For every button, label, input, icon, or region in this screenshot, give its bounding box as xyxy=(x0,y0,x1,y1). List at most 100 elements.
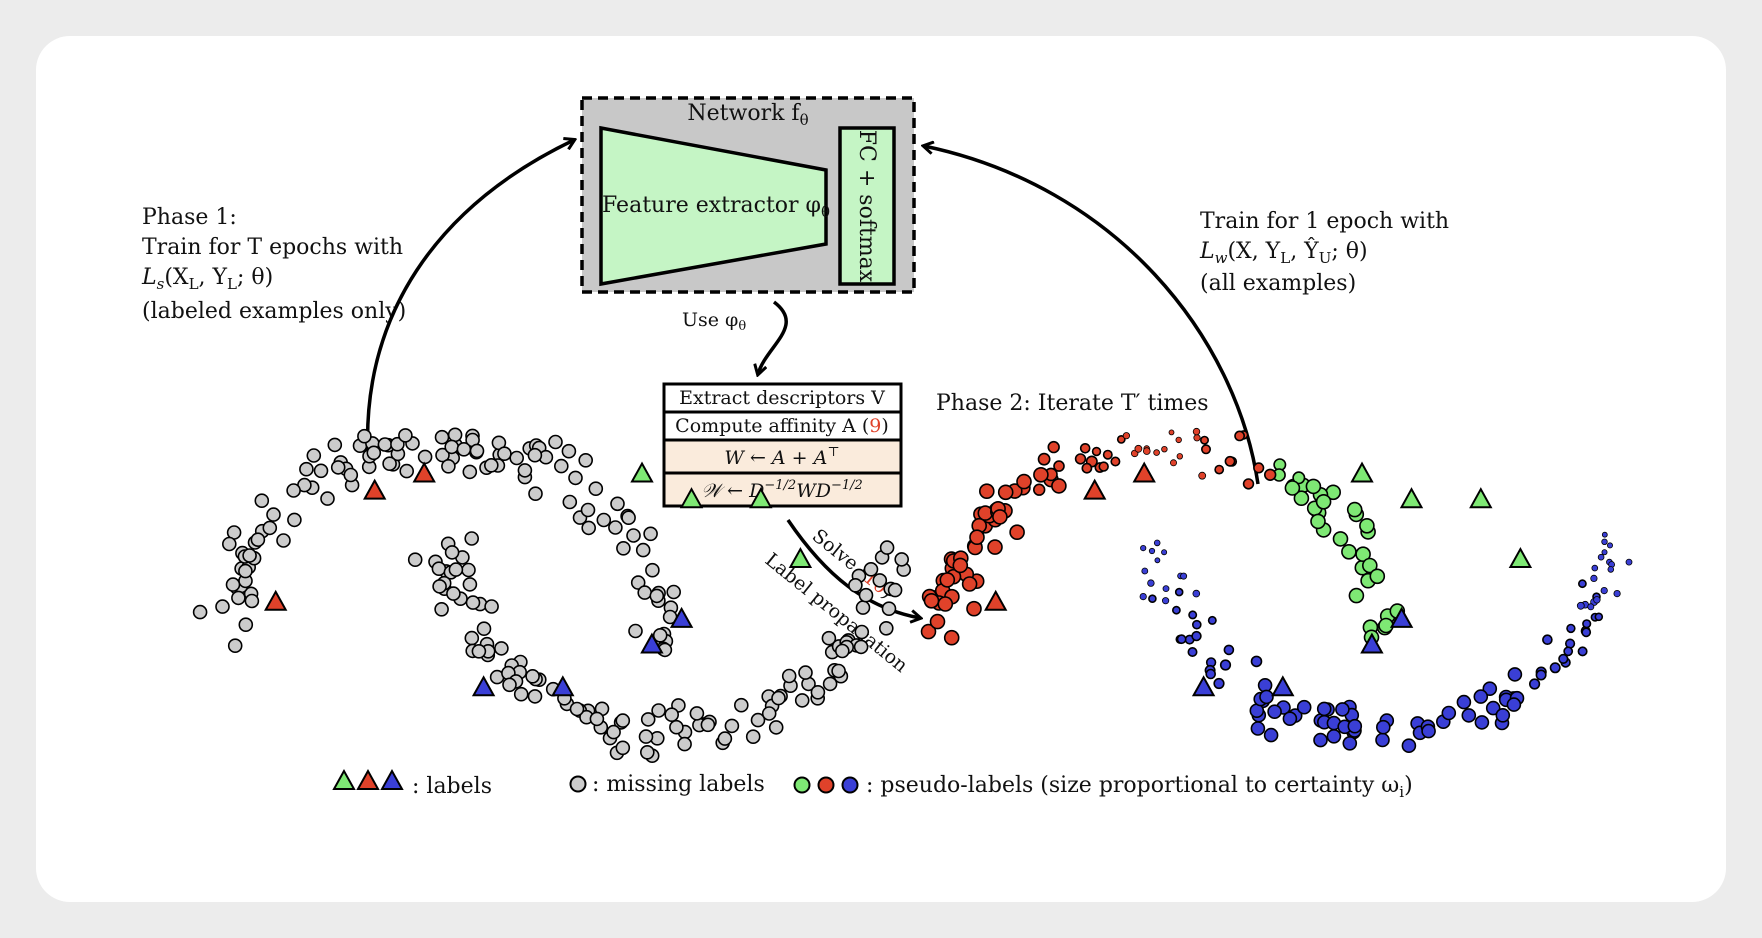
label-triangle xyxy=(1389,606,1414,628)
pseudo-label-point xyxy=(1170,459,1178,467)
unlabeled-point xyxy=(494,641,509,656)
unlabeled-point xyxy=(887,582,903,598)
legend-missing-text: : missing labels xyxy=(592,772,765,797)
feature-extractor-label: Feature extractor φθ xyxy=(602,193,830,221)
pseudo-label-point xyxy=(1148,594,1157,604)
unlabeled-point xyxy=(476,621,492,637)
legend-red-triangle-icon xyxy=(356,768,380,790)
label-triangle xyxy=(640,632,664,654)
use-phi-label: Use φθ xyxy=(682,309,746,334)
pseudo-label-point xyxy=(1613,589,1621,598)
unlabeled-point xyxy=(649,588,665,604)
pseudo-label-point xyxy=(966,600,982,617)
pseudo-label-point xyxy=(1139,592,1147,601)
pseudo-label-point xyxy=(1168,429,1175,436)
pseudo-label-point xyxy=(1174,587,1184,597)
unlabeled-point xyxy=(651,703,666,718)
unlabeled-point xyxy=(528,486,543,502)
solve-arrow xyxy=(786,519,920,618)
label-triangle xyxy=(1271,675,1295,697)
label-triangle xyxy=(1508,546,1533,569)
unlabeled-point xyxy=(761,706,777,721)
unlabeled-point xyxy=(878,620,894,636)
unlabeled-point xyxy=(435,447,450,463)
step-affinity: Compute affinity A (9) xyxy=(675,415,889,437)
left-point-cloud xyxy=(192,427,912,764)
legend-green-triangle-icon xyxy=(332,768,356,790)
pseudo-label-point xyxy=(923,592,940,609)
pseudo-label-point xyxy=(1582,619,1592,629)
unlabeled-point xyxy=(548,434,563,450)
unlabeled-point xyxy=(768,720,784,735)
pseudo-label-point xyxy=(1485,700,1501,716)
unlabeled-point xyxy=(568,470,583,486)
pseudo-label-point xyxy=(1250,655,1263,668)
unlabeled-point xyxy=(578,452,594,468)
pseudo-label-point xyxy=(1234,430,1245,442)
unlabeled-point xyxy=(638,729,654,744)
pseudo-label-point xyxy=(1421,723,1436,739)
unlabeled-point xyxy=(215,599,230,614)
pseudo-label-point xyxy=(1161,549,1168,556)
pseudo-label-point xyxy=(1507,667,1523,682)
pseudo-label-point xyxy=(1081,462,1093,474)
pseudo-label-point xyxy=(1143,447,1151,455)
pseudo-label-point xyxy=(1180,572,1188,580)
unlabeled-point xyxy=(357,428,372,444)
unlabeled-point xyxy=(465,595,481,610)
pseudo-label-point xyxy=(1576,601,1585,610)
pseudo-label-point xyxy=(1162,597,1170,605)
unlabeled-point xyxy=(448,562,464,577)
legend: : labels : missing labels : pseudo-label… xyxy=(332,768,1413,801)
unlabeled-point xyxy=(287,512,302,528)
unlabeled-point xyxy=(238,563,253,579)
unlabeled-point xyxy=(637,585,653,600)
pseudo-label-point xyxy=(1315,493,1332,510)
pseudo-label-point xyxy=(1153,539,1161,547)
unlabeled-point xyxy=(821,630,837,646)
pseudo-label-point xyxy=(1263,727,1279,743)
unlabeled-point xyxy=(853,639,869,655)
unlabeled-point xyxy=(343,467,359,483)
label-triangle xyxy=(412,461,436,483)
pseudo-label-point xyxy=(1214,464,1225,475)
unlabeled-point xyxy=(639,744,655,760)
pseudo-label-point xyxy=(1528,678,1541,690)
unlabeled-point xyxy=(525,668,540,684)
unlabeled-point xyxy=(462,577,478,592)
pseudo-label-point xyxy=(1401,738,1417,754)
unlabeled-point xyxy=(640,712,656,727)
unlabeled-point xyxy=(630,575,646,590)
unlabeled-point xyxy=(299,461,314,477)
pseudo-label-point xyxy=(1091,446,1102,457)
pseudo-label-point xyxy=(1176,453,1183,460)
unlabeled-point xyxy=(854,624,870,640)
right-train: Train for 1 epoch with xyxy=(1200,209,1449,234)
pseudo-label-point xyxy=(1074,453,1087,465)
label-triangle xyxy=(471,675,496,697)
pseudo-label-point xyxy=(1577,646,1588,657)
pseudo-label-point xyxy=(1335,702,1350,717)
unlabeled-point xyxy=(225,577,241,592)
pseudo-label-point xyxy=(1293,490,1310,507)
step-normalize-box xyxy=(662,471,903,508)
unlabeled-point xyxy=(434,429,450,445)
pseudo-label-point xyxy=(1578,579,1587,589)
pseudo-label-point xyxy=(1193,434,1201,442)
unlabeled-point xyxy=(254,493,270,509)
pseudo-label-point xyxy=(1535,669,1547,681)
unlabeled-point xyxy=(834,643,850,659)
pseudo-label-point xyxy=(1051,478,1067,494)
pseudo-label-point xyxy=(1282,711,1298,727)
unlabeled-point xyxy=(244,593,260,609)
pseudo-label-point xyxy=(1310,513,1326,530)
unlabeled-point xyxy=(652,627,668,643)
pseudo-label-point xyxy=(943,629,960,646)
pseudo-label-point xyxy=(1355,546,1371,563)
pseudo-label-point xyxy=(1187,646,1198,657)
unlabeled-point xyxy=(700,717,716,733)
pseudo-label-point xyxy=(1346,501,1363,518)
legend-blue-circle-icon xyxy=(841,776,859,794)
unlabeled-point xyxy=(689,706,705,721)
unlabeled-point xyxy=(569,701,585,717)
